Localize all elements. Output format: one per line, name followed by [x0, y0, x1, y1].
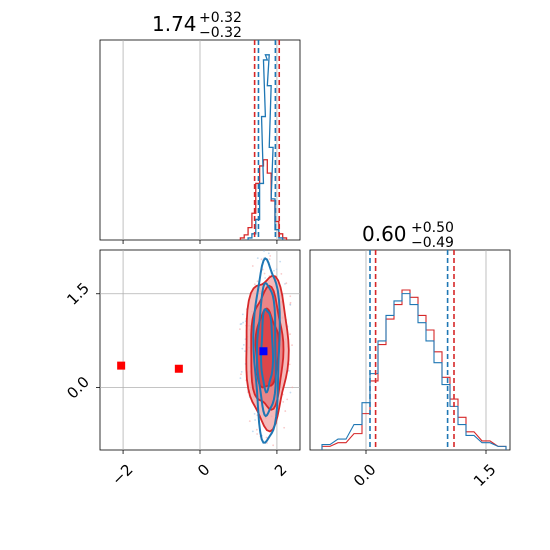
scatter-point: [254, 419, 257, 421]
panel-bottom-left-contours: [245, 257, 290, 444]
contour-blue-0: [252, 257, 281, 444]
panel-bottom-right: 0.60 +0.50 −0.49 0.0 1.5: [309, 220, 511, 490]
scatter-point: [256, 257, 259, 260]
panel-top-left-quantile-lines: [253, 40, 281, 240]
scatter-point: [268, 258, 271, 261]
marker-square-0: [117, 361, 126, 370]
scatter-point: [256, 433, 259, 435]
panel-top-left-title-minus: −0.32: [199, 25, 242, 41]
scatter-point: [269, 255, 272, 257]
panel-bottom-right-quantile-lines: [369, 250, 455, 450]
marker-square-2: [259, 347, 268, 356]
scatter-point: [239, 328, 241, 331]
scatter-point: [241, 313, 244, 316]
scatter-point: [255, 428, 258, 431]
scatter-point: [256, 280, 259, 283]
scatter-point: [253, 283, 256, 286]
scatter-point: [242, 344, 245, 346]
panel-bottom-right-grid: [365, 250, 487, 454]
tick-label-y-1: 1.5: [63, 279, 93, 309]
panel-top-left-grid: [122, 40, 278, 244]
scatter-point: [283, 426, 286, 429]
scatter-point: [280, 272, 283, 275]
scatter-point: [248, 420, 251, 423]
panel-bottom-left: −2 0 2 0.0 1.5: [63, 249, 301, 489]
scatter-point: [263, 272, 266, 275]
scatter-point: [260, 258, 263, 261]
panel-bottom-right-title-value: 0.60: [362, 222, 407, 246]
scatter-point: [291, 386, 294, 389]
contour-blue-1: [255, 281, 277, 418]
scatter-point: [272, 444, 275, 447]
scatter-point: [240, 373, 242, 376]
scatter-point: [289, 333, 291, 336]
histogram-blue: [321, 293, 507, 450]
scatter-point: [285, 282, 288, 285]
scatter-point: [289, 295, 292, 298]
tick-label-x-1: 0: [194, 460, 213, 479]
scatter-point: [240, 371, 243, 373]
scatter-point: [264, 277, 267, 279]
scatter-point: [251, 430, 254, 433]
scatter-point: [288, 363, 291, 366]
scatter-point: [286, 398, 289, 401]
panel-bottom-left-markers: [117, 347, 268, 373]
tick-label-x-2: 2: [271, 460, 290, 479]
scatter-point: [242, 321, 244, 324]
scatter-point: [251, 265, 254, 267]
scatter-point: [282, 401, 285, 403]
tick-label-x-1: 1.5: [470, 460, 500, 490]
panel-bottom-right-x-ticks: 0.0 1.5: [350, 460, 500, 490]
panel-bottom-right-frame: [309, 249, 511, 451]
scatter-point: [284, 283, 286, 285]
scatter-point: [239, 377, 242, 380]
scatter-point: [289, 304, 292, 306]
panel-bottom-right-histograms: [321, 289, 507, 450]
scatter-point: [284, 410, 287, 412]
scatter-point: [273, 269, 275, 272]
scatter-point: [291, 344, 293, 347]
panel-bottom-left-y-ticks: 0.0 1.5: [63, 279, 93, 402]
tick-label-x-0: 0.0: [350, 460, 380, 490]
scatter-point: [263, 250, 265, 252]
panel-top-left-title-plus: +0.32: [199, 10, 242, 26]
scatter-point: [239, 323, 242, 326]
panel-bottom-right-title-plus: +0.50: [411, 220, 454, 236]
panel-top-left-title-value: 1.74: [152, 12, 197, 36]
panel-bottom-right-title-minus: −0.49: [411, 235, 454, 251]
scatter-point: [289, 391, 292, 394]
scatter-point: [253, 412, 256, 415]
panel-top-left: 1.74 +0.32 −0.32: [99, 10, 301, 244]
scatter-point: [279, 260, 282, 263]
tick-label-y-0: 0.0: [63, 373, 93, 403]
panel-bottom-left-x-ticks: −2 0 2: [108, 460, 290, 488]
marker-square-1: [174, 364, 183, 373]
scatter-point: [267, 252, 270, 255]
scatter-point: [287, 369, 290, 372]
scatter-point: [241, 347, 244, 350]
scatter-point: [265, 436, 268, 439]
tick-label-x-0: −2: [108, 460, 136, 488]
scatter-point: [244, 350, 246, 353]
scatter-point: [289, 301, 292, 304]
scatter-point: [275, 268, 278, 271]
